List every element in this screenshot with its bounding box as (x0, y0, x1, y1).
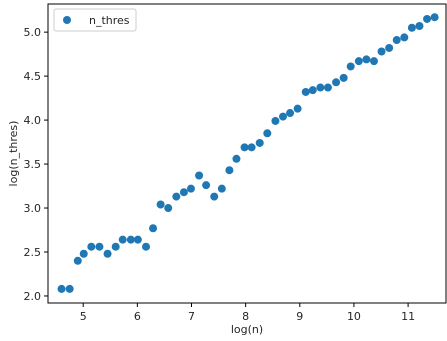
data-point (332, 78, 341, 87)
y-tick-label: 4.5 (24, 70, 42, 83)
data-point (172, 192, 181, 201)
x-tick-label: 6 (134, 310, 141, 323)
data-point (392, 36, 401, 45)
data-point (79, 249, 88, 258)
x-tick-label: 10 (347, 310, 361, 323)
data-points (57, 13, 439, 293)
data-point (57, 284, 66, 293)
legend: n_thres (53, 8, 137, 32)
legend-marker (63, 16, 71, 24)
data-point (301, 87, 310, 96)
data-point (423, 14, 432, 23)
x-tick-label: 11 (401, 310, 415, 323)
data-point (255, 138, 264, 147)
data-point (279, 112, 288, 121)
data-point (339, 73, 348, 82)
data-point (210, 192, 219, 201)
data-point (430, 13, 439, 22)
data-point (179, 188, 188, 197)
x-axis-ticks: 5 6 7 8 9 10 11 (80, 303, 415, 323)
data-point (87, 242, 96, 251)
y-tick-label: 3.5 (24, 158, 42, 171)
data-point (369, 57, 378, 66)
data-point (240, 143, 249, 152)
data-point (202, 181, 211, 190)
data-point (103, 249, 112, 258)
axes-frame (47, 3, 447, 304)
x-tick-label: 7 (188, 310, 195, 323)
data-point (407, 23, 416, 32)
data-point (156, 200, 165, 209)
data-point (271, 116, 280, 125)
data-point (164, 204, 173, 213)
x-tick-label: 8 (242, 310, 249, 323)
data-point (323, 83, 332, 92)
data-point (225, 166, 234, 175)
data-point (377, 47, 386, 56)
data-point (316, 83, 325, 92)
legend-label: n_thres (89, 14, 130, 27)
data-point (217, 184, 226, 193)
y-tick-label: 5.0 (24, 26, 42, 39)
legend-box (53, 8, 137, 32)
data-point (149, 224, 158, 233)
data-point (95, 242, 104, 251)
y-tick-label: 2.0 (24, 290, 42, 303)
data-point (286, 109, 295, 118)
data-point (133, 235, 142, 244)
y-tick-label: 4.0 (24, 114, 42, 127)
x-tick-label: 9 (296, 310, 303, 323)
y-axis-label: log(n_thres) (7, 121, 20, 187)
data-point (142, 242, 151, 251)
data-point (362, 55, 371, 64)
data-point (308, 86, 317, 95)
y-tick-label: 3.0 (24, 202, 42, 215)
data-point (415, 21, 424, 30)
data-point (195, 171, 204, 180)
data-point (385, 43, 394, 52)
data-point (247, 143, 256, 152)
data-point (73, 256, 82, 265)
data-point (346, 62, 355, 71)
data-point (400, 33, 409, 42)
data-point (111, 242, 120, 251)
data-point (263, 129, 272, 138)
data-point (232, 154, 241, 163)
y-axis-ticks: 2.0 2.5 3.0 3.5 4.0 4.5 5.0 (24, 26, 48, 303)
y-tick-label: 2.5 (24, 246, 42, 259)
data-point (293, 104, 302, 113)
data-point (118, 235, 127, 244)
data-point (126, 235, 135, 244)
data-point (354, 57, 363, 66)
data-point (65, 284, 74, 293)
data-point (186, 184, 195, 193)
x-tick-label: 5 (80, 310, 87, 323)
x-axis-label: log(n) (231, 323, 263, 336)
